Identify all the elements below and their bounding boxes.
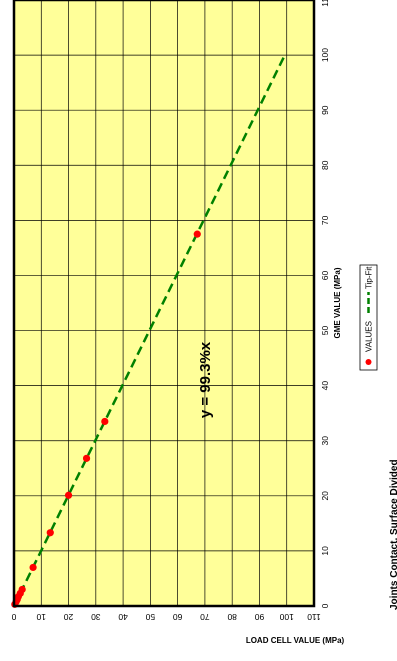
x-tick-label: 100: [320, 48, 330, 62]
legend-label-values: VALUES: [365, 321, 374, 352]
y-tick-label: 10: [36, 612, 46, 622]
x-tick-label: 60: [320, 270, 330, 280]
y-tick-label: 50: [145, 612, 155, 622]
y-tick-label: 70: [200, 612, 210, 622]
x-axis-title: GME VALUE (MPa): [333, 267, 342, 338]
x-tick-label: 110: [320, 0, 330, 7]
plot-area-border: [12, 0, 316, 608]
legend-label-fit: Tip-Fit: [365, 266, 374, 289]
x-tick-label: 30: [320, 436, 330, 446]
data-point: [18, 585, 26, 594]
fit-line-layer: [12, 54, 286, 607]
data-points-layer: [11, 230, 201, 608]
legend-marker-values: [365, 359, 372, 365]
y-tick-label: 40: [118, 612, 128, 622]
legend: VALUES Tip-Fit: [359, 264, 378, 371]
y-tick-label: 0: [11, 612, 16, 622]
y-axis-title: LOAD CELL VALUE (MPa): [246, 636, 345, 645]
x-tick-label: 50: [320, 326, 330, 336]
y-tick-label: 90: [254, 612, 264, 622]
legend-box: [359, 264, 378, 371]
data-point: [82, 454, 91, 462]
tick-labels-layer: 0 10 20 30 40 50 60 70 80 90 100 110 0 10 20 30 40 50 60 70…: [11, 0, 330, 622]
data-point: [193, 230, 201, 238]
y-tick-label: 100: [279, 612, 293, 622]
x-tick-label: 80: [320, 160, 330, 170]
x-tick-label: 70: [320, 215, 330, 225]
y-tick-label: 60: [173, 612, 183, 622]
data-point: [64, 491, 73, 499]
data-point: [46, 529, 54, 537]
x-tick-label: 10: [320, 546, 330, 556]
y-tick-label: 20: [64, 612, 74, 622]
data-point: [29, 563, 37, 572]
y-tick-label: 30: [91, 612, 101, 622]
x-tick-label: 90: [320, 105, 330, 115]
grid-lines: [14, 0, 314, 606]
data-point: [101, 417, 109, 426]
y-tick-label: 110: [307, 612, 321, 622]
y-tick-label: 80: [227, 612, 237, 622]
x-tick-label: 20: [320, 491, 330, 501]
x-tick-label: 0: [320, 603, 330, 608]
chart-caption: Joints Contact, Surface Divided: [389, 459, 397, 610]
fit-line: [12, 54, 286, 607]
equation-annotation: y = 99.3%x: [197, 341, 214, 418]
x-tick-label: 40: [320, 381, 330, 391]
